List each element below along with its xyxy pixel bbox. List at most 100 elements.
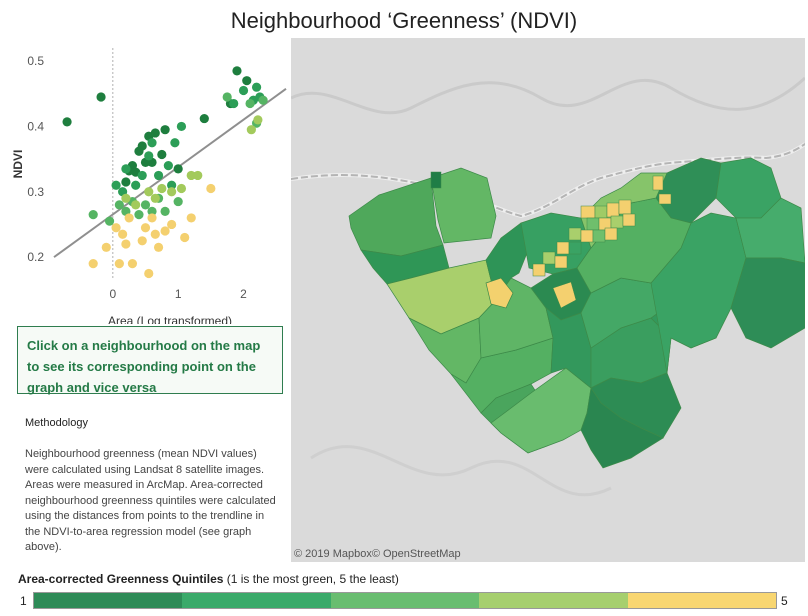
map-region[interactable]	[658, 193, 672, 205]
legend-swatch-2[interactable]	[182, 593, 331, 608]
legend-swatch-1[interactable]	[34, 593, 183, 608]
scatter-point-q1[interactable]	[160, 125, 170, 135]
scatter-point-q4[interactable]	[157, 183, 167, 194]
scatter-point-q4[interactable]	[246, 125, 256, 135]
scatter-point-q2[interactable]	[137, 170, 147, 181]
scatter-point-q5[interactable]	[186, 213, 196, 223]
scatter-point-q3[interactable]	[258, 95, 268, 105]
scatter-point-q5[interactable]	[127, 259, 138, 269]
scatter-point-q4[interactable]	[193, 170, 203, 181]
legend-swatch-4[interactable]	[479, 593, 628, 608]
scatter-point-q1[interactable]	[121, 177, 131, 187]
scatter-point-q4[interactable]	[131, 200, 141, 210]
scatter-point-q5[interactable]	[150, 229, 160, 239]
scatter-point-q5[interactable]	[137, 236, 147, 246]
scatter-point-q3[interactable]	[160, 206, 170, 216]
map-region[interactable]	[568, 241, 582, 255]
ndvi-area-scatter-chart[interactable]: 0 1 2 0.2 0.3 0.4 0.5 Area (Log transformed) N…	[8, 40, 290, 324]
scatter-point-q2[interactable]	[111, 180, 121, 190]
scatter-points[interactable]	[62, 66, 268, 279]
scatter-point-q5[interactable]	[144, 268, 154, 279]
scatter-point-q1[interactable]	[199, 113, 209, 124]
scatter-point-q1[interactable]	[62, 117, 72, 127]
scatter-point-q3[interactable]	[173, 196, 183, 207]
urban-core-regions[interactable]	[430, 171, 672, 309]
map-region[interactable]	[594, 205, 608, 219]
scatter-point-q2[interactable]	[238, 85, 249, 96]
scatter-point-q4[interactable]	[144, 187, 154, 197]
scatter-point-q2[interactable]	[147, 138, 157, 148]
map-region[interactable]	[542, 251, 556, 265]
scatter-point-q3[interactable]	[147, 206, 157, 216]
scatter-point-q4[interactable]	[176, 183, 187, 194]
scatter-point-q1[interactable]	[173, 164, 183, 174]
scatter-point-q3[interactable]	[134, 210, 144, 220]
scatter-point-q1[interactable]	[150, 128, 160, 138]
map-region[interactable]	[592, 229, 606, 243]
map-region[interactable]	[610, 215, 624, 229]
scatter-point-q1[interactable]	[242, 76, 252, 86]
scatter-point-q5[interactable]	[167, 219, 177, 230]
scatter-point-q4[interactable]	[121, 193, 131, 203]
scatter-point-q2[interactable]	[167, 180, 177, 190]
scatter-point-q3[interactable]	[245, 98, 255, 109]
scatter-point-q5[interactable]	[101, 242, 111, 252]
scatter-point-q1[interactable]	[96, 92, 106, 102]
scatter-point-q3[interactable]	[104, 216, 115, 226]
scatter-point-q1[interactable]	[137, 141, 147, 151]
scatter-point-q4[interactable]	[150, 193, 160, 203]
scatter-point-q3[interactable]	[140, 200, 151, 210]
scatter-point-q2[interactable]	[170, 138, 180, 148]
scatter-point-q1[interactable]	[157, 149, 167, 160]
scatter-point-q1[interactable]	[232, 66, 242, 76]
scatter-point-q3[interactable]	[114, 200, 124, 210]
scatter-point-q5[interactable]	[118, 229, 128, 239]
scatter-point-q5[interactable]	[121, 239, 131, 249]
scatter-point-q5[interactable]	[147, 213, 157, 223]
scatter-point-q2[interactable]	[144, 151, 154, 161]
map-region[interactable]	[580, 387, 664, 469]
map-canvas[interactable]	[291, 38, 805, 562]
legend-swatch-5[interactable]	[627, 593, 777, 608]
map-region[interactable]	[730, 257, 805, 349]
map-region[interactable]	[652, 175, 664, 191]
map-region[interactable]	[586, 217, 600, 231]
scatter-point-q2[interactable]	[121, 164, 131, 174]
scatter-point-q5[interactable]	[124, 213, 134, 223]
scatter-point-q5[interactable]	[111, 223, 121, 233]
map-region[interactable]	[606, 202, 620, 218]
map-region[interactable]	[430, 167, 497, 244]
map-region[interactable]	[580, 205, 596, 219]
scatter-point-q4[interactable]	[186, 170, 196, 181]
scatter-point-q5[interactable]	[114, 259, 124, 269]
map-region[interactable]	[580, 229, 594, 243]
map-region[interactable]	[556, 241, 570, 255]
map-region[interactable]	[554, 255, 568, 269]
scatter-point-q5[interactable]	[206, 183, 216, 194]
scatter-point-q2[interactable]	[131, 180, 141, 190]
scatter-point-q2[interactable]	[176, 121, 187, 132]
scatter-point-q5[interactable]	[140, 223, 151, 233]
map-region[interactable]	[532, 263, 546, 277]
map-region[interactable]	[604, 227, 618, 241]
map-attribution[interactable]: © 2019 Mapbox© OpenStreetMap	[294, 548, 461, 560]
scatter-point-q4[interactable]	[167, 187, 177, 197]
scatter-point-q5[interactable]	[180, 232, 190, 243]
map-region[interactable]	[622, 213, 636, 227]
map-region[interactable]	[568, 227, 582, 241]
scatter-point-q2[interactable]	[163, 161, 173, 171]
map-region[interactable]	[618, 199, 632, 215]
legend-swatch-3[interactable]	[330, 593, 480, 608]
map-region[interactable]	[552, 281, 577, 309]
map-region[interactable]	[430, 171, 442, 189]
scatter-point-q2[interactable]	[229, 98, 239, 109]
scatter-point-q5[interactable]	[160, 226, 170, 236]
neighbourhood-map[interactable]	[291, 38, 805, 562]
scatter-point-q2[interactable]	[251, 82, 262, 92]
scatter-point-q3[interactable]	[88, 210, 98, 220]
map-region[interactable]	[485, 277, 514, 309]
scatter-point-q4[interactable]	[253, 115, 263, 125]
scatter-point-q5[interactable]	[88, 259, 98, 269]
scatter-point-q5[interactable]	[153, 242, 164, 252]
scatter-point-q3[interactable]	[222, 92, 232, 102]
